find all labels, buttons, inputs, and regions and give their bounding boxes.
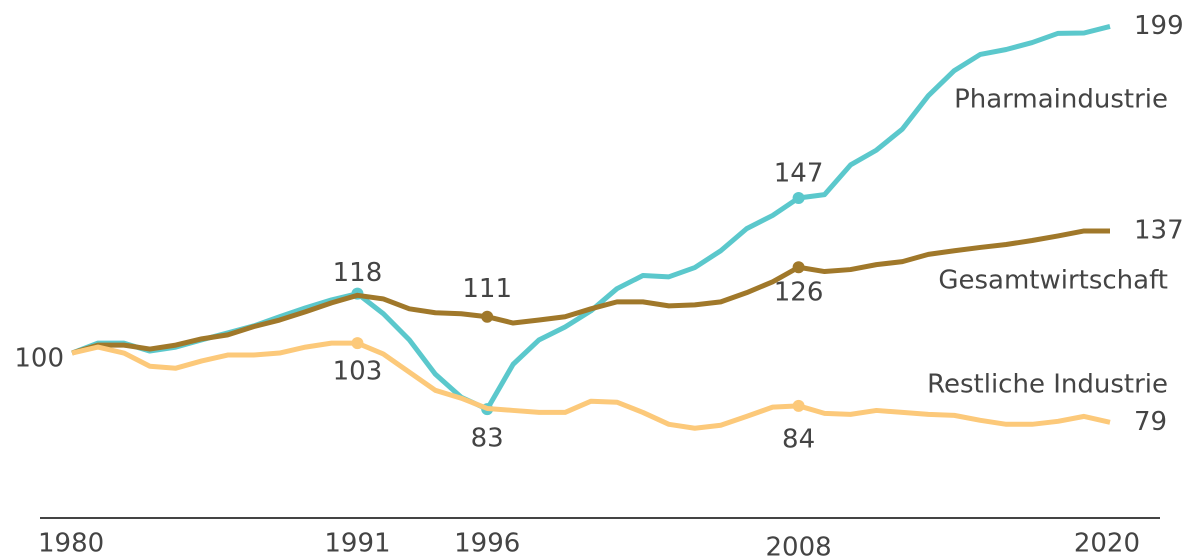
data-label: 118: [333, 258, 383, 288]
end-label: 199: [1134, 11, 1184, 41]
point-marker: [351, 337, 364, 350]
start-label: 100: [14, 344, 64, 374]
point-marker: [792, 191, 805, 204]
series-name: Pharmaindustrie: [954, 85, 1168, 115]
x-tick-label: 2008: [766, 533, 832, 558]
x-tick-label: 1991: [324, 529, 390, 558]
series-name: Restliche Industrie: [927, 370, 1168, 400]
data-label: 147: [774, 158, 824, 188]
data-label: 111: [462, 274, 512, 304]
x-tick-label: 2020: [1074, 529, 1140, 558]
data-label: 126: [774, 278, 824, 308]
data-label: 84: [782, 424, 815, 454]
series-name: Gesamtwirtschaft: [938, 266, 1168, 296]
x-tick-label: 1996: [454, 529, 520, 558]
point-marker: [792, 399, 805, 412]
series-line: [71, 340, 1111, 431]
point-marker: [792, 261, 805, 274]
data-label: 83: [471, 424, 504, 454]
end-label: 79: [1134, 407, 1167, 437]
point-marker: [481, 310, 494, 323]
series-line: [71, 228, 1110, 356]
end-label: 137: [1134, 215, 1184, 245]
x-tick-label: 1980: [38, 529, 104, 558]
data-label: 103: [333, 357, 383, 387]
